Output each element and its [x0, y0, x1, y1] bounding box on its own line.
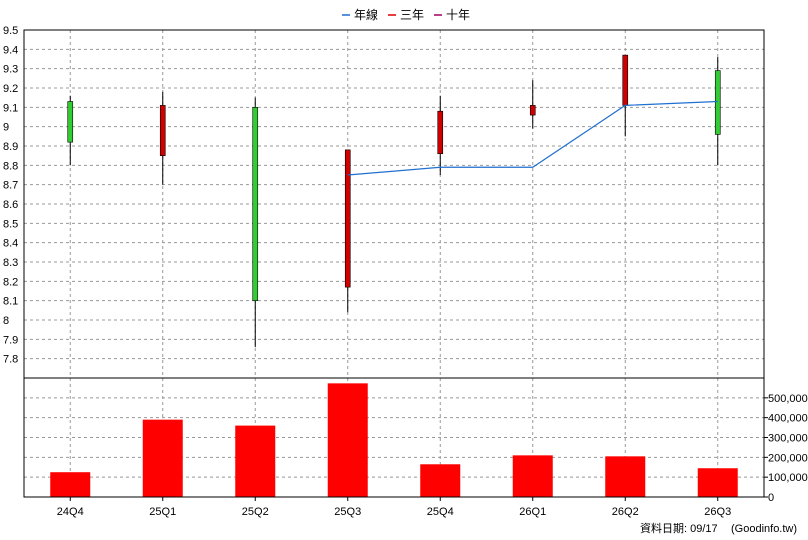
price-tick-label: 8.7	[3, 180, 18, 192]
volume-bar-26Q1	[512, 455, 553, 497]
volume-bars	[50, 383, 738, 497]
price-tick-label: 7.9	[3, 334, 18, 346]
x-tick-label: 24Q4	[57, 506, 84, 518]
candlestick-26Q3	[714, 57, 721, 166]
footer-date-label: 資料日期: 09/17	[640, 521, 718, 535]
x-axis: 24Q4 25Q1 25Q2 25Q3 25Q4 26Q1 26Q2 26Q3	[57, 497, 731, 518]
candle-body	[529, 105, 536, 116]
candlestick-26Q1	[529, 80, 536, 129]
plot-frames	[23, 29, 765, 498]
price-tick-label: 8.2	[3, 276, 18, 288]
footer-source-label: (Goodinfo.tw)	[731, 523, 797, 535]
price-tick-label: 8.4	[3, 238, 18, 250]
price-grid	[24, 29, 764, 497]
volume-bar-26Q2	[605, 456, 646, 497]
price-tick-label: 9.2	[3, 83, 18, 95]
price-tick-label: 9.3	[3, 64, 18, 76]
x-tick-label: 25Q3	[334, 506, 361, 518]
volume-bar-25Q1	[142, 419, 183, 497]
x-tick-label: 25Q2	[242, 506, 269, 518]
x-tick-label: 25Q4	[427, 506, 454, 518]
legend-label-three-year: 三年	[400, 8, 424, 22]
candle-body	[622, 54, 629, 106]
price-y-axis: 7.8 7.9 8 8.1 8.2 8.3 8.4 8.5 8.6 8.7 8.8 8.9 9 9.1 9.…	[3, 25, 18, 366]
price-tick-label: 8	[3, 315, 9, 327]
volume-tick-label: 400,000	[768, 413, 808, 425]
annual-line	[347, 100, 718, 176]
volume-tick-label: 300,000	[768, 433, 808, 445]
candlesticks	[67, 54, 721, 348]
candle-body	[159, 105, 166, 156]
price-tick-label: 8.9	[3, 141, 18, 153]
candle-body	[252, 107, 259, 301]
candlestick-25Q1	[159, 91, 166, 185]
price-tick-label: 9.4	[3, 44, 18, 56]
volume-plot-frame	[23, 377, 765, 498]
volume-grid	[24, 397, 764, 478]
volume-bar-25Q4	[420, 464, 461, 497]
candlestick-24Q4	[67, 95, 74, 166]
volume-tick-label: 200,000	[768, 452, 808, 464]
price-tick-label: 9.5	[3, 25, 18, 37]
legend: 年線 三年 十年	[342, 7, 470, 22]
price-tick-label: 9	[3, 122, 9, 134]
price-tick-label: 8.3	[3, 257, 18, 269]
volume-bar-25Q2	[235, 425, 276, 497]
legend-label-ten-year: 十年	[446, 8, 470, 22]
x-tick-label: 26Q2	[612, 506, 639, 518]
annual-line-series	[347, 100, 718, 176]
volume-tick-label: 500,000	[768, 393, 808, 405]
volume-bar-25Q3	[327, 383, 368, 497]
price-tick-label: 7.8	[3, 354, 18, 366]
x-tick-label: 26Q3	[704, 506, 731, 518]
candle-body	[437, 110, 444, 155]
price-tick-label: 8.6	[3, 199, 18, 211]
volume-tick-label: 0	[768, 492, 774, 504]
price-tick-label: 8.8	[3, 160, 18, 172]
x-tick-label: 26Q1	[519, 506, 546, 518]
candlestick-26Q2	[622, 54, 629, 137]
candlestick-25Q2	[252, 97, 259, 348]
candlestick-25Q4	[437, 95, 444, 175]
candlestick-25Q3	[344, 149, 351, 313]
volume-bar-26Q3	[697, 468, 738, 497]
volume-y-axis: 0 100,000 200,000 300,000 400,000 500,000	[764, 393, 808, 504]
volume-tick-label: 100,000	[768, 472, 808, 484]
candle-body	[714, 70, 721, 135]
x-tick-label: 25Q1	[149, 506, 176, 518]
candle-body	[67, 101, 74, 143]
legend-label-annual: 年線	[354, 7, 378, 22]
price-tick-label: 8.5	[3, 218, 18, 230]
price-tick-label: 9.1	[3, 102, 18, 114]
candle-body	[344, 149, 351, 288]
volume-bar-24Q4	[50, 472, 91, 497]
price-tick-label: 8.1	[3, 296, 18, 308]
